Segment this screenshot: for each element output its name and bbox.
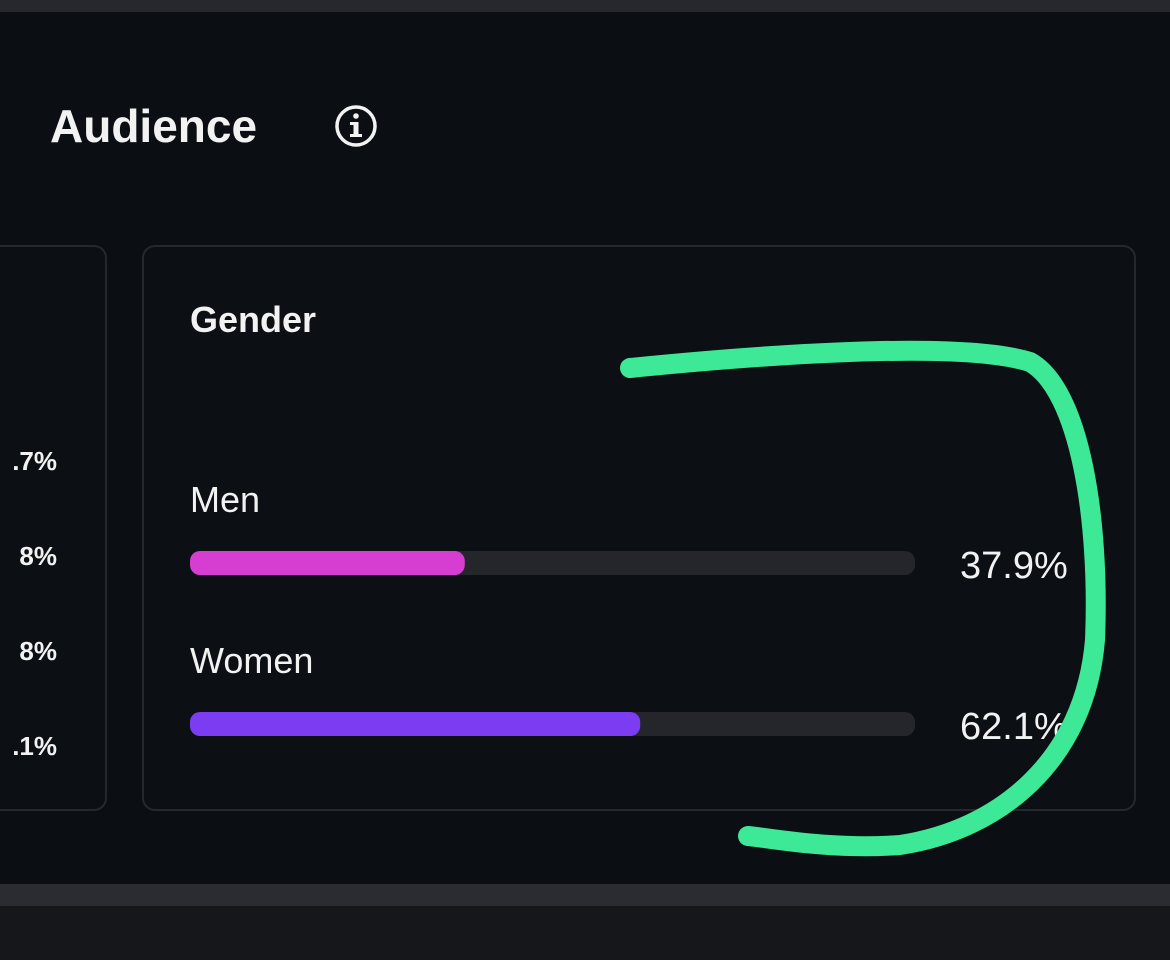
info-icon[interactable] xyxy=(335,105,377,147)
left-card xyxy=(0,245,107,811)
left-value-label: 8% xyxy=(19,636,57,666)
annotation-scribble xyxy=(620,340,1106,857)
bar-list: Men 37.9% Women 62.1% xyxy=(190,479,1068,748)
bar xyxy=(190,551,465,575)
gender-card xyxy=(142,245,1136,811)
left-value-label: .1% xyxy=(12,731,57,761)
value-label: 37.9% xyxy=(960,545,1068,587)
bar xyxy=(190,712,641,736)
left-value-label: .7% xyxy=(12,446,57,476)
category-label: Women xyxy=(190,640,313,681)
left-value-label: 8% xyxy=(19,541,57,571)
category-label: Men xyxy=(190,479,260,520)
bottom-strip xyxy=(0,884,1170,906)
section-title: Audience xyxy=(50,100,257,152)
card-title: Gender xyxy=(190,299,316,340)
left-labels: .7% 8% 8% .1% xyxy=(12,446,57,761)
bottom-area xyxy=(0,906,1170,960)
top-strip xyxy=(0,0,1170,12)
value-label: 62.1% xyxy=(960,706,1068,748)
